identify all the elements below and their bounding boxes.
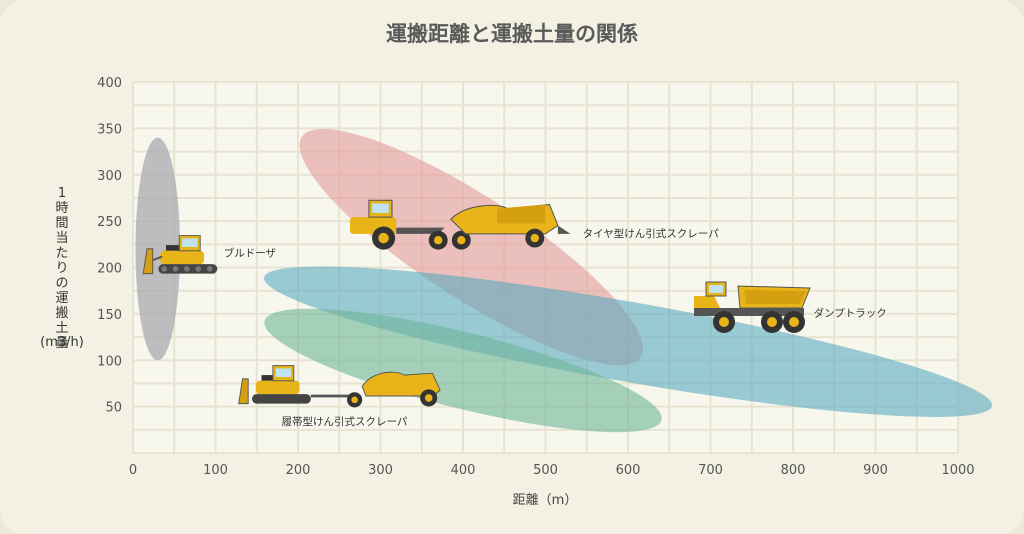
x-tick-label: 200 <box>286 463 311 478</box>
y-axis-label-char: 運 <box>55 291 68 306</box>
x-tick-label: 0 <box>129 463 137 478</box>
series-label: ダンプトラック <box>814 307 887 320</box>
y-axis-label-char: 搬 <box>55 306 68 321</box>
x-tick-label: 900 <box>863 463 888 478</box>
y-axis-label-char: 1 <box>58 186 66 201</box>
y-axis-label-char: の <box>55 276 68 291</box>
y-axis-label-char: 土 <box>55 321 68 336</box>
x-axis: 0 100 200 300 400 500 600 700 800 900 1000 <box>129 463 975 478</box>
y-tick-label: 150 <box>97 308 122 323</box>
series-ellipse <box>135 137 181 361</box>
x-tick-label: 600 <box>616 463 641 478</box>
y-tick-label: 200 <box>97 262 122 277</box>
y-axis-label-char: た <box>55 246 68 261</box>
x-tick-label: 700 <box>698 463 723 478</box>
x-tick-label: 300 <box>368 463 393 478</box>
series-ellipse <box>263 266 993 417</box>
y-axis-label-char: 当 <box>55 231 68 246</box>
series-label: タイヤ型けん引式スクレーパ <box>583 227 720 240</box>
series-label: ブルドーザ <box>224 246 277 259</box>
x-axis-label: 距離（m） <box>513 493 578 508</box>
y-axis-label-char: 量 <box>55 336 68 351</box>
y-tick-label: 350 <box>97 122 122 137</box>
series-label: 履帯型けん引式スクレーパ <box>282 415 408 428</box>
y-tick-label: 300 <box>97 169 122 184</box>
ellipses-layer <box>135 128 993 433</box>
series-ellipse <box>264 308 662 433</box>
x-tick-label: 800 <box>781 463 806 478</box>
x-tick-label: 400 <box>451 463 476 478</box>
y-tick-label: 50 <box>105 401 122 416</box>
y-tick-label: 250 <box>97 215 122 230</box>
y-axis-unit: (m3/h) <box>40 335 84 350</box>
x-tick-label: 500 <box>533 463 558 478</box>
y-axis-label-char: 時 <box>55 201 68 216</box>
y-axis-label-char: り <box>55 261 68 276</box>
y-tick-label: 400 <box>97 76 122 91</box>
x-tick-label: 1000 <box>941 463 974 478</box>
x-tick-label: 100 <box>203 463 228 478</box>
y-tick-label: 100 <box>97 354 122 369</box>
chart-title: 運搬距離と運搬土量の関係 <box>386 22 638 46</box>
y-axis: 50 100 150 200 250 300 350 400 <box>97 76 122 416</box>
y-axis-label-char: 間 <box>55 216 68 231</box>
